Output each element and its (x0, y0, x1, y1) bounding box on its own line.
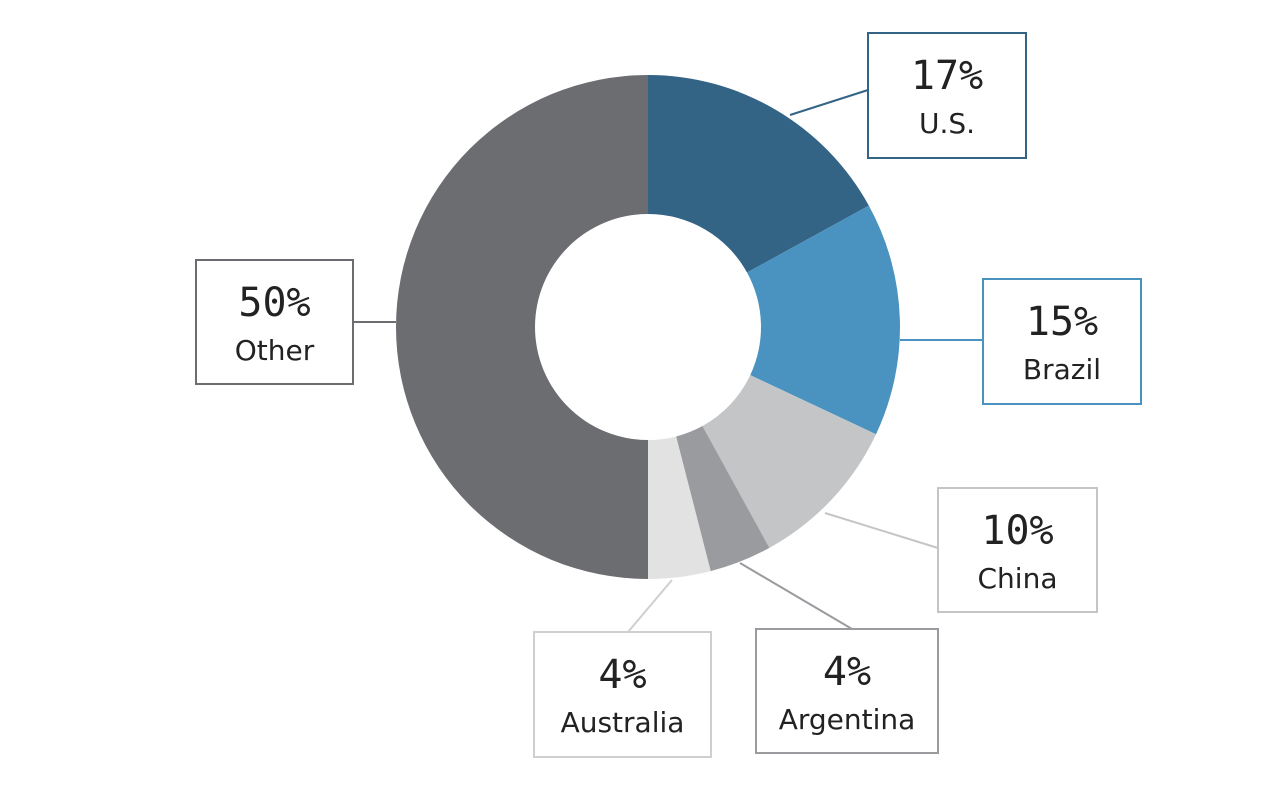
leader-line (824, 512, 939, 549)
donut-slice (396, 75, 648, 579)
value-label: 4% (823, 649, 871, 695)
label-box (937, 487, 1098, 613)
category-label: Australia (561, 706, 685, 739)
donut-slice (676, 426, 770, 572)
value-label: 50% (238, 280, 310, 326)
donut-slice (747, 205, 901, 435)
donut-slice (702, 375, 877, 548)
value-label: 10% (981, 508, 1053, 554)
label-box (533, 631, 712, 758)
donut-slice (648, 75, 869, 273)
category-label: Argentina (779, 703, 916, 736)
leader-line (789, 89, 869, 116)
label-box (195, 259, 354, 385)
donut-slice (648, 436, 711, 579)
value-label: 17% (911, 53, 983, 99)
leader-line (627, 579, 673, 633)
value-label: 4% (598, 652, 646, 698)
category-label: China (978, 562, 1058, 595)
label-box (867, 32, 1027, 159)
label-box (982, 278, 1142, 405)
category-label: U.S. (919, 107, 975, 140)
leader-line (739, 562, 853, 630)
category-label: Other (235, 334, 315, 367)
category-label: Brazil (1023, 353, 1101, 386)
value-label: 15% (1026, 299, 1098, 345)
label-box (755, 628, 939, 754)
